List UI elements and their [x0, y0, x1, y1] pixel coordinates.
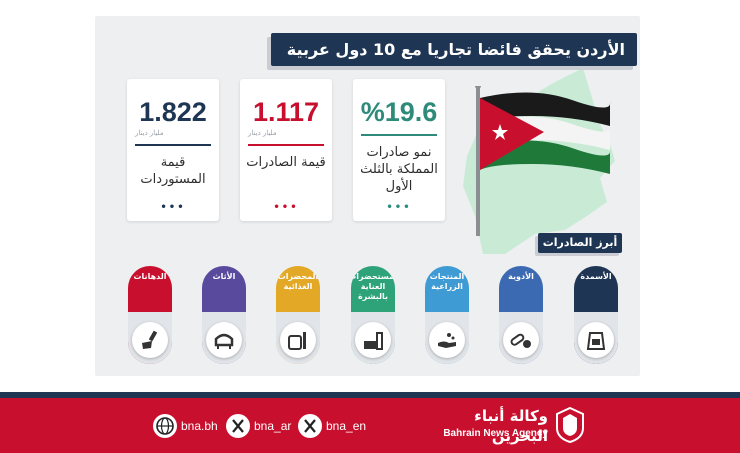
export-label: مستحضرات العناية بالبشرة: [351, 272, 394, 301]
export-item-medicines: الأدوية: [499, 266, 543, 364]
stat-value: 1.117: [252, 97, 320, 127]
footer-stripe: [0, 392, 740, 398]
divider: [135, 144, 211, 146]
dots-icon: •••: [160, 202, 186, 213]
x-logo-icon: [298, 414, 322, 438]
icon-circle: [206, 322, 242, 358]
export-label: المحضرات الغذائية: [277, 272, 319, 291]
armchair-icon: [214, 333, 234, 349]
stat-card-growth: %19.6 نمو صادرات المملكة بالثلث الأول ••…: [353, 79, 445, 221]
stat-label: قيمة الصادرات: [246, 155, 326, 170]
export-item-paints: الدهانات: [128, 266, 172, 364]
export-item-skincare: مستحضرات العناية بالبشرة: [351, 266, 395, 364]
seed-hand-icon: [438, 333, 456, 348]
export-item-food-preparations: المحضرات الغذائية: [276, 266, 320, 364]
dots-icon: •••: [273, 202, 299, 213]
stat-value: %19.6: [360, 97, 438, 127]
icon-circle: [578, 322, 614, 358]
icon-circle: [355, 322, 391, 358]
export-label: الأسمدة: [580, 272, 612, 281]
social-handle: bna_en: [326, 419, 367, 433]
icon-circle: [280, 322, 316, 358]
icon-circle: [503, 322, 539, 358]
social-handle: bna_ar: [254, 419, 292, 433]
stat-unit: مليار دينار: [248, 129, 277, 137]
paint-brush-icon: [142, 330, 158, 349]
stat-value: 1.822: [139, 97, 207, 127]
icon-circle: [132, 322, 168, 358]
stat-card-exports: 1.117 مليار دينار قيمة الصادرات •••: [240, 79, 332, 221]
export-item-fertilizers: الأسمدة: [574, 266, 618, 364]
brand-name-arabic: وكالة أنباء البحرين: [474, 407, 548, 445]
skincare-icon: [364, 332, 383, 350]
globe-icon: [153, 414, 177, 438]
food-jar-icon: [288, 332, 306, 350]
fertilizer-bag-icon: [586, 332, 606, 350]
stat-unit: مليار دينار: [135, 129, 164, 137]
divider: [248, 144, 324, 146]
export-label: الأدوية: [508, 272, 534, 281]
footer: bna_en bna_ar bna.bh وكالة أنباء البحرين…: [0, 398, 740, 453]
medicine-icon: [510, 333, 531, 348]
icon-circle: [429, 322, 465, 358]
export-label: الدهانات: [133, 272, 167, 281]
export-item-furniture: الأثاث: [202, 266, 246, 364]
infographic-panel: الأردن يحقق فائضا تجاريا مع 10 دول عربية…: [95, 16, 640, 376]
bna-logo-icon: [556, 406, 584, 444]
x-logo-icon: [226, 414, 250, 438]
jordan-flag-icon: [475, 86, 611, 236]
export-item-agricultural-products: المنتجات الزراعية: [425, 266, 469, 364]
page-title: الأردن يحقق فائضا تجاريا مع 10 دول عربية: [271, 33, 637, 66]
social-handle: bna.bh: [181, 419, 218, 433]
brand-name-english: Bahrain News Agency: [443, 428, 548, 439]
stat-label: نمو صادرات المملكة بالثلث الأول: [360, 145, 438, 194]
stat-label: قيمة المستوردات: [140, 155, 206, 187]
dots-icon: •••: [386, 202, 412, 213]
stat-card-imports: 1.822 مليار دينار قيمة المستوردات •••: [127, 79, 219, 221]
divider: [361, 134, 437, 136]
export-label: الأثاث: [212, 272, 236, 281]
export-label: المنتجات الزراعية: [429, 272, 465, 291]
exports-heading: أبرز الصادرات: [538, 233, 622, 253]
